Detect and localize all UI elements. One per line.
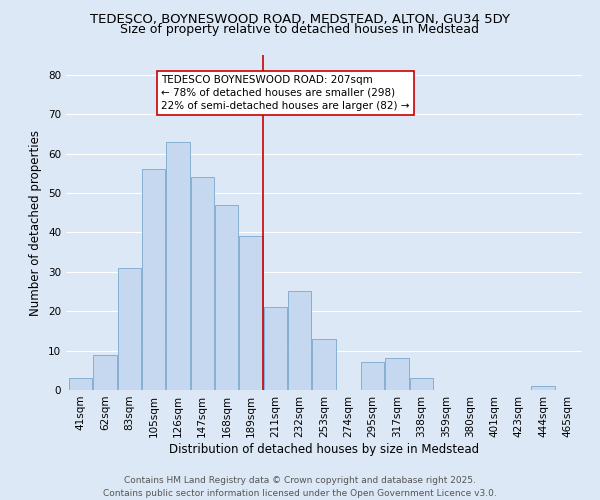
X-axis label: Distribution of detached houses by size in Medstead: Distribution of detached houses by size … <box>169 442 479 456</box>
Bar <box>288 292 311 390</box>
Text: TEDESCO, BOYNESWOOD ROAD, MEDSTEAD, ALTON, GU34 5DY: TEDESCO, BOYNESWOOD ROAD, MEDSTEAD, ALTO… <box>90 12 510 26</box>
Bar <box>532 386 554 390</box>
Text: Size of property relative to detached houses in Medstead: Size of property relative to detached ho… <box>121 22 479 36</box>
Bar <box>313 339 335 390</box>
Bar <box>142 170 165 390</box>
Bar <box>361 362 384 390</box>
Bar <box>118 268 141 390</box>
Bar <box>191 177 214 390</box>
Text: TEDESCO BOYNESWOOD ROAD: 207sqm
← 78% of detached houses are smaller (298)
22% o: TEDESCO BOYNESWOOD ROAD: 207sqm ← 78% of… <box>161 74 409 111</box>
Bar <box>239 236 263 390</box>
Bar <box>94 354 116 390</box>
Bar <box>385 358 409 390</box>
Text: Contains HM Land Registry data © Crown copyright and database right 2025.
Contai: Contains HM Land Registry data © Crown c… <box>103 476 497 498</box>
Bar <box>69 378 92 390</box>
Bar <box>166 142 190 390</box>
Bar <box>410 378 433 390</box>
Bar <box>215 205 238 390</box>
Bar <box>264 307 287 390</box>
Y-axis label: Number of detached properties: Number of detached properties <box>29 130 43 316</box>
